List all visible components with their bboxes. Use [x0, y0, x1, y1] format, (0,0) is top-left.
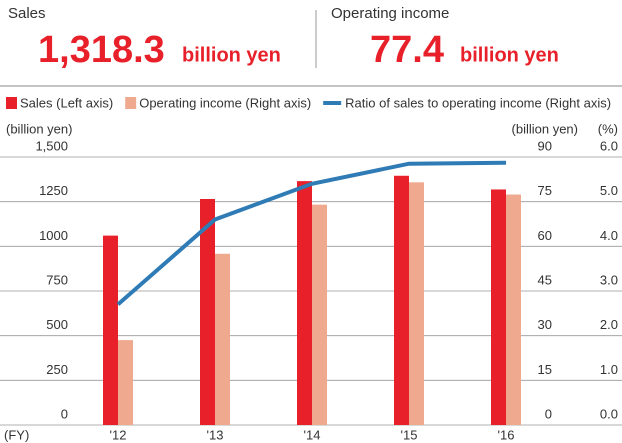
oi-unit: billion yen	[460, 44, 559, 66]
y-tick-label: 1,500	[35, 138, 68, 153]
y3-tick-label: 4.0	[600, 228, 618, 243]
bar	[200, 198, 215, 425]
oi-label: Operating income	[331, 5, 449, 22]
y3-tick-label: 0.0	[600, 406, 618, 421]
y-tick-label: 500	[46, 317, 68, 332]
y2-tick-label: 15	[538, 362, 552, 377]
legend-swatch	[125, 97, 137, 109]
bar	[215, 253, 230, 425]
y3-tick-label: 1.0	[600, 362, 618, 377]
y3-tick-label: 2.0	[600, 317, 618, 332]
sales-label: Sales	[8, 5, 46, 22]
y3-tick-label: 5.0	[600, 183, 618, 198]
y-tick-label: 1250	[39, 183, 68, 198]
y2-tick-label: 90	[538, 138, 552, 153]
y2-tick-label: 60	[538, 228, 552, 243]
x-tick-label: '12	[110, 427, 127, 442]
x-tick-label: '16	[498, 427, 515, 442]
y-axis-label: (billion yen)	[6, 121, 72, 136]
x-axis-label: (FY)	[4, 427, 29, 442]
legend-label: Ratio of sales to operating income (Righ…	[345, 95, 611, 110]
y3-tick-label: 3.0	[600, 272, 618, 287]
sales-unit: billion yen	[182, 44, 281, 66]
legend-swatch	[6, 97, 17, 109]
bar	[297, 181, 312, 425]
x-tick-label: '14	[304, 427, 321, 442]
line	[116, 160, 507, 306]
bar	[103, 235, 118, 425]
y-tick-label: 0	[61, 406, 68, 421]
y2-tick-label: 30	[538, 317, 552, 332]
bar	[118, 340, 133, 425]
legend-label: Sales (Left axis)	[20, 95, 113, 110]
y-tick-label: 1000	[39, 228, 68, 243]
y2-tick-label: 45	[538, 272, 552, 287]
legend-label: Operating income (Right axis)	[139, 95, 311, 110]
bar	[312, 204, 327, 425]
sales-value: 1,318.3	[38, 29, 165, 71]
bar	[394, 175, 409, 425]
y-tick-label: 250	[46, 362, 68, 377]
bar	[491, 189, 506, 425]
legend-swatch	[323, 101, 342, 105]
oi-value: 77.4	[370, 29, 444, 71]
x-tick-label: '13	[207, 427, 224, 442]
y2-tick-label: 0	[545, 406, 552, 421]
y3-tick-label: 6.0	[600, 138, 618, 153]
y2-axis-label: (billion yen)	[512, 121, 578, 136]
bar	[409, 182, 424, 425]
y-tick-label: 750	[46, 272, 68, 287]
x-tick-label: '15	[401, 427, 418, 442]
y2-tick-label: 75	[538, 183, 552, 198]
y3-axis-label: (%)	[598, 121, 618, 136]
bar	[506, 194, 521, 425]
